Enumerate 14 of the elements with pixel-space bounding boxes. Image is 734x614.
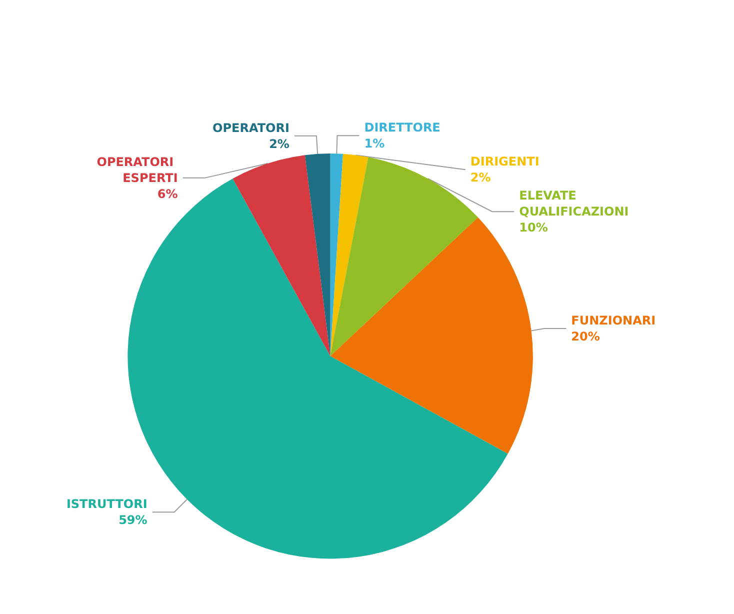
data-label: 6% (157, 186, 178, 201)
data-label: 1% (364, 136, 385, 151)
data-label: 59% (118, 513, 148, 528)
slice-label: OPERATORI (212, 120, 290, 135)
slice-label: DIRIGENTI (470, 154, 540, 169)
data-label: 10% (519, 220, 548, 235)
slice-label: FUNZIONARI (571, 313, 656, 328)
slice-label: DIRETTORE (364, 120, 440, 135)
slice-label: ISTRUTTORI (66, 497, 148, 512)
slice-label: OPERATORI ESPERTI (96, 154, 178, 185)
data-label: 2% (269, 136, 290, 151)
data-label: 20% (571, 329, 600, 344)
slice-label: ELEVATE QUALIFICAZIONI (519, 188, 629, 219)
data-label: 2% (470, 170, 491, 185)
